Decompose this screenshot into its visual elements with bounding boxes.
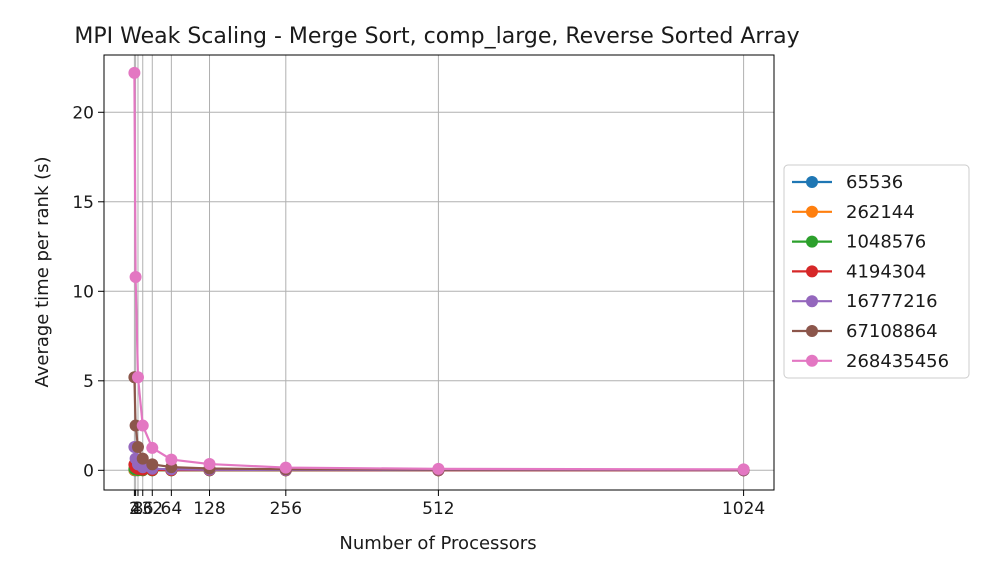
legend-item: 16777216: [792, 291, 938, 312]
data-point: [131, 441, 144, 454]
x-tick-label: 256: [270, 499, 302, 519]
legend-item: 1048576: [792, 232, 926, 253]
legend-marker: [806, 205, 818, 218]
legend-label: 16777216: [846, 291, 938, 312]
y-tick-label: 20: [72, 103, 94, 123]
data-point: [279, 461, 292, 474]
data-point: [136, 452, 149, 465]
x-tick-label: 2: [129, 499, 140, 519]
x-tick-label: 128: [193, 499, 225, 519]
y-ticks: 0 5 10 15 20: [72, 103, 104, 481]
y-tick-label: 15: [72, 193, 94, 213]
data-point: [129, 270, 142, 283]
legend-label: 268435456: [846, 351, 949, 372]
series-layer: [128, 66, 750, 477]
plot-frame: [103, 54, 775, 491]
legend-item: 65536: [792, 172, 903, 193]
legend-label: 67108864: [846, 321, 938, 342]
x-tick-label: 8: [133, 499, 144, 519]
data-point: [146, 441, 159, 454]
legend-item: 67108864: [792, 321, 938, 342]
legend-marker: [806, 325, 818, 337]
legend-frame: [783, 164, 970, 379]
y-tick-label: 0: [83, 461, 94, 481]
chart-title: MPI Weak Scaling - Merge Sort, comp_larg…: [74, 24, 799, 49]
grid: [104, 55, 774, 490]
legend-label: 262144: [846, 202, 915, 223]
legend-marker: [806, 235, 818, 248]
x-axis-label: Number of Processors: [339, 533, 536, 554]
legend-label: 65536: [846, 172, 903, 193]
legend-label: 1048576: [846, 232, 926, 253]
series-67108864: [128, 371, 750, 476]
legend-marker: [806, 354, 818, 367]
series-line: [133, 377, 744, 471]
legend-item: 262144: [792, 202, 915, 223]
x-tick-label: 1024: [722, 499, 765, 519]
y-axis-label: Average time per rank (s): [32, 156, 53, 387]
legend-label: 4194304: [846, 261, 926, 282]
data-point: [203, 458, 216, 471]
data-point: [128, 66, 141, 79]
x-tick-label: 4: [130, 499, 141, 519]
data-point: [136, 461, 149, 474]
data-point: [136, 419, 149, 432]
x-tick-label: 16: [132, 499, 154, 519]
x-tick-label: 32: [141, 499, 163, 519]
legend-marker: [806, 265, 818, 278]
series-268435456: [128, 66, 750, 476]
x-tick-label: 64: [161, 499, 183, 519]
legend-marker: [806, 295, 818, 308]
y-tick-label: 5: [83, 372, 94, 392]
data-point: [131, 371, 144, 384]
data-point: [165, 453, 178, 466]
data-point: [432, 462, 445, 475]
legend-marker: [806, 176, 818, 188]
x-tick-label: 512: [422, 499, 454, 519]
y-tick-label: 10: [72, 282, 94, 302]
data-point: [146, 458, 159, 471]
legend-item: 268435456: [792, 351, 949, 372]
data-point: [737, 463, 750, 476]
legend: 65536 262144 1048576 4194304 16777216 6710886…: [783, 164, 970, 379]
legend-item: 4194304: [792, 261, 926, 282]
series-line: [133, 72, 744, 471]
